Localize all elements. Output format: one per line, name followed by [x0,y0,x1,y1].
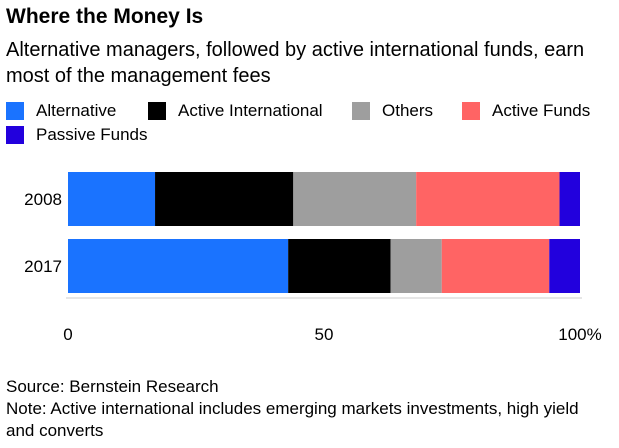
legend-label-active-funds: Active Funds [492,101,591,120]
legend-swatch-passive-funds [6,126,24,144]
stacked-bar-chart: 2008 2017 0 50 100% [24,172,602,340]
bar-segment-passive-funds-2017 [549,239,580,293]
bar-segment-active-international-2017 [288,239,391,293]
bar-segment-active-funds-2017 [441,239,550,293]
chart-subtitle: Alternative managers, followed by active… [6,39,585,87]
bar-segment-passive-funds-2008 [559,172,580,226]
footnote: Note: Active international includes emer… [6,399,579,440]
legend-swatch-active-funds [462,102,480,120]
category-label-2017: 2017 [24,257,62,276]
bar-segment-alternative-2008 [68,172,156,226]
x-tick-label: 50 [315,325,334,340]
bar-segment-others-2017 [390,239,442,293]
x-tick-label: 100% [558,325,601,340]
legend-swatch-others [352,102,370,120]
legend-item-others: Others [352,100,433,122]
bar-segment-active-funds-2008 [416,172,560,226]
bar-segment-others-2008 [293,172,417,226]
source-note: Source: Bernstein Research [6,377,219,396]
x-tick-label: 0 [63,325,72,340]
bar-segment-active-international-2008 [155,172,294,226]
legend-swatch-alternative [6,102,24,120]
bar-segment-alternative-2017 [68,239,289,293]
legend-label-passive-funds: Passive Funds [36,125,148,144]
legend-swatch-active-international [148,102,166,120]
legend-item-passive-funds: Passive Funds [6,124,148,146]
chart-title: Where the Money Is [6,5,204,28]
legend-item-active-international: Active International [148,100,323,122]
legend-label-active-international: Active International [178,101,323,120]
legend-label-alternative: Alternative [36,101,117,120]
legend-label-others: Others [382,101,434,120]
legend-item-alternative: Alternative [6,100,116,122]
category-label-2008: 2008 [24,190,62,209]
legend-item-active-funds: Active Funds [462,100,590,122]
